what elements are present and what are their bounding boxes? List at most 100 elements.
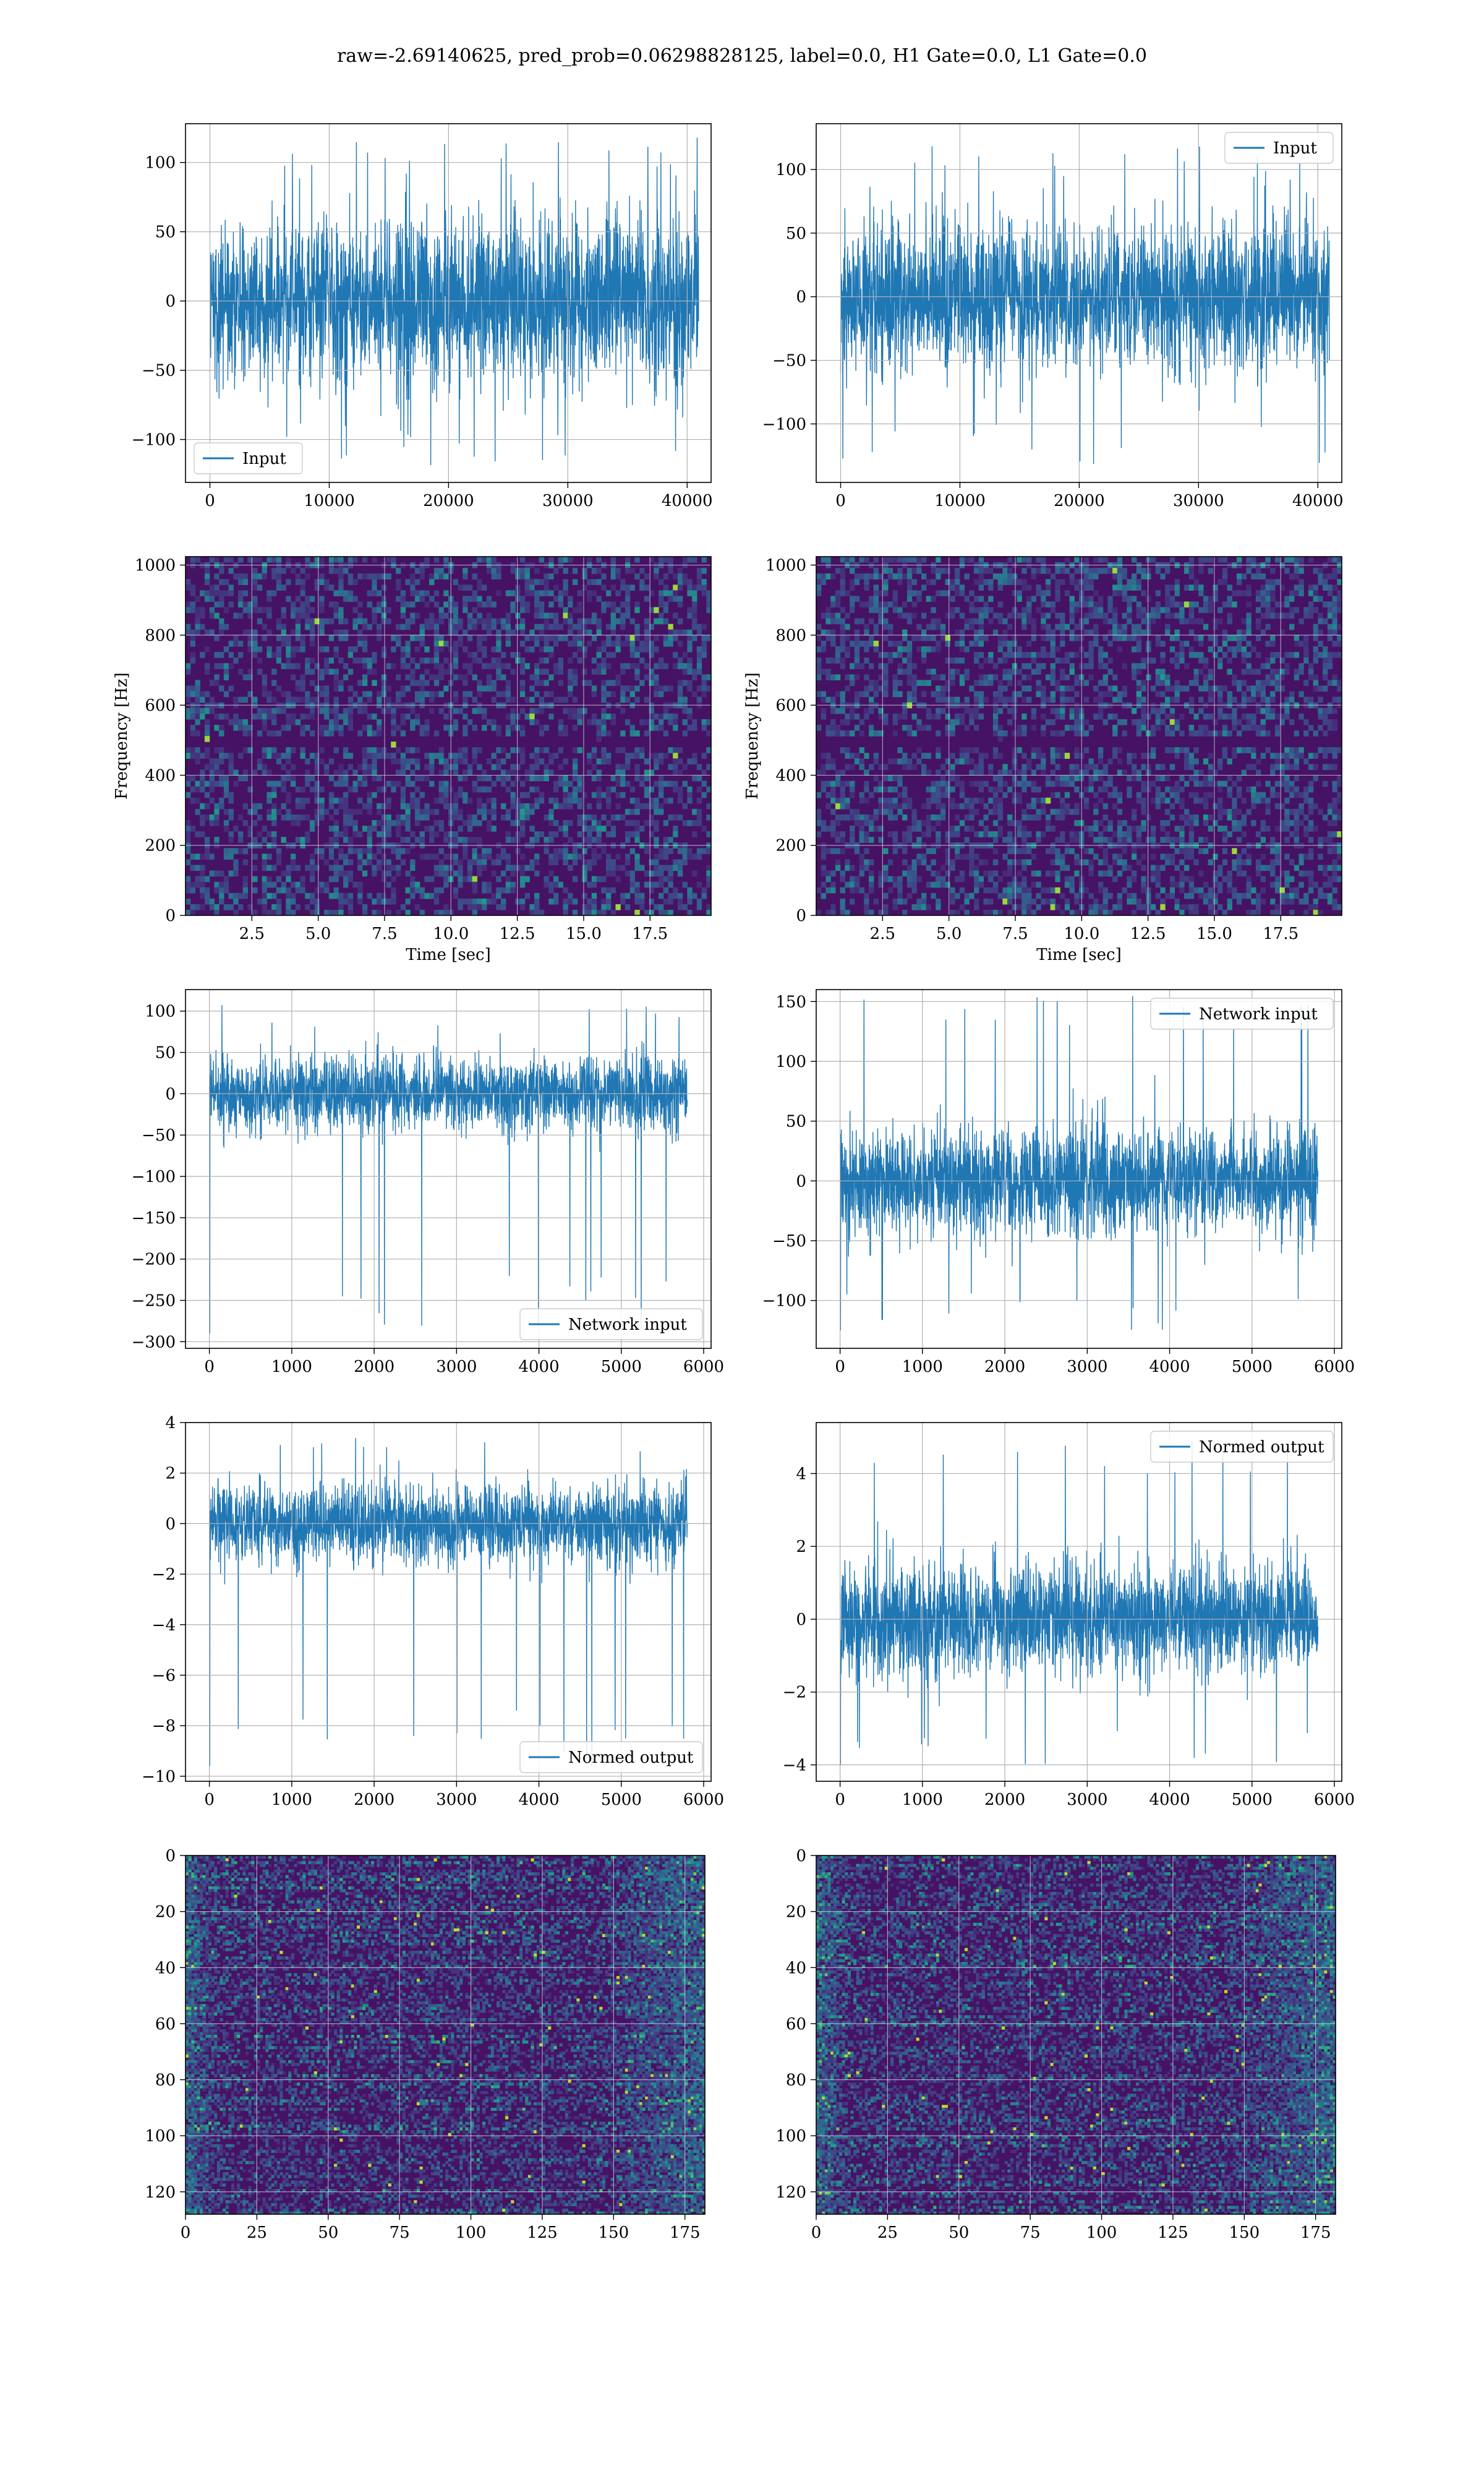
heatmap-cell <box>687 708 693 714</box>
heatmap-cell <box>677 601 683 608</box>
heatmap-cell <box>324 881 330 888</box>
heatmap-cell <box>200 820 205 826</box>
heatmap-cell <box>300 590 305 597</box>
heatmap-cell <box>668 781 673 787</box>
heatmap-cell <box>362 691 368 698</box>
heatmap-cell <box>433 590 440 597</box>
heatmap-cell <box>1294 635 1300 641</box>
heatmap-cell <box>319 808 325 815</box>
heatmap-cell <box>519 730 526 737</box>
heatmap-cell <box>825 724 831 731</box>
heatmap-cell <box>1298 669 1304 675</box>
heatmap-cell <box>1012 730 1018 737</box>
heatmap-cell <box>381 786 387 793</box>
heatmap-cell <box>1255 769 1261 776</box>
heatmap-cell <box>1193 713 1199 720</box>
heatmap-cell <box>519 904 526 910</box>
heatmap-cell <box>1303 635 1309 641</box>
heatmap-cell <box>195 854 200 860</box>
heatmap-cell <box>563 568 568 574</box>
heatmap-cell <box>252 584 258 591</box>
heatmap-cell <box>563 584 568 591</box>
heatmap-cell <box>601 753 607 759</box>
heatmap-cell <box>1208 753 1213 759</box>
heatmap-cell <box>281 781 286 787</box>
heatmap-cell <box>601 691 607 698</box>
heatmap-cell <box>242 820 249 826</box>
heatmap-cell <box>515 623 521 630</box>
heatmap-cell <box>472 573 477 580</box>
heatmap-cell <box>897 607 903 614</box>
heatmap-cell <box>414 837 420 843</box>
heatmap-cell <box>405 758 411 764</box>
heatmap-cell <box>539 747 545 753</box>
heatmap-cell <box>654 573 659 580</box>
heatmap-cell <box>1260 590 1266 597</box>
heatmap-cell <box>501 904 506 910</box>
heatmap-cell <box>701 792 707 798</box>
heatmap-cell <box>1064 753 1070 759</box>
heatmap-cell <box>974 652 979 658</box>
heatmap-cell <box>659 892 664 899</box>
heatmap-cell <box>204 596 210 602</box>
heatmap-cell <box>343 590 349 597</box>
heatmap-cell <box>1198 618 1204 625</box>
heatmap-cell <box>410 781 416 787</box>
heatmap-cell <box>606 859 612 866</box>
heatmap-cell <box>659 781 664 787</box>
heatmap-cell <box>463 775 468 782</box>
heatmap-cell <box>372 909 377 915</box>
heatmap-cell <box>300 568 305 574</box>
heatmap-cell <box>305 607 310 614</box>
heatmap-cell <box>529 769 535 776</box>
heatmap-cell <box>186 663 191 669</box>
heatmap-cell <box>505 629 511 636</box>
heatmap-cell <box>1155 601 1161 608</box>
heatmap-cell <box>1007 708 1013 714</box>
heatmap-cell <box>438 573 444 580</box>
heatmap-cell <box>429 808 435 815</box>
heatmap-cell <box>486 775 492 782</box>
heatmap-cell <box>324 618 330 625</box>
heatmap-cell <box>883 652 889 658</box>
heatmap-cell <box>1088 584 1094 591</box>
heatmap-cell <box>209 870 215 877</box>
heatmap-cell <box>267 781 272 787</box>
heatmap-cell <box>1031 708 1037 714</box>
heatmap-cell <box>1337 596 1342 602</box>
heatmap-cell <box>1323 713 1328 720</box>
heatmap-cell <box>601 730 607 737</box>
heatmap-cell <box>978 713 984 720</box>
heatmap-cell <box>1017 612 1022 619</box>
heatmap-cell <box>286 557 291 563</box>
heatmap-cell <box>634 669 640 675</box>
heatmap-cell <box>357 859 363 866</box>
heatmap-cell <box>328 618 335 625</box>
heatmap-cell <box>1064 685 1070 692</box>
heatmap-cell <box>1327 607 1333 614</box>
heatmap-cell <box>190 657 196 664</box>
heatmap-cell <box>300 612 305 619</box>
heatmap-cell <box>186 898 191 905</box>
heatmap-cell <box>974 747 979 753</box>
heatmap-cell <box>482 808 487 815</box>
heatmap-cell <box>615 607 621 614</box>
heatmap-cell <box>305 865 310 871</box>
heatmap-cell <box>945 713 950 720</box>
heatmap-cell <box>496 854 501 860</box>
heatmap-cell <box>1174 680 1180 687</box>
heatmap-cell <box>1274 764 1281 770</box>
heatmap-cell <box>267 909 272 915</box>
heatmap-cell <box>381 753 387 759</box>
heatmap-cell <box>319 623 325 630</box>
heatmap-cell <box>524 892 530 899</box>
heatmap-cell <box>186 629 191 636</box>
heatmap-cell <box>864 579 869 585</box>
heatmap-cell <box>577 713 582 720</box>
heatmap-cell <box>969 747 974 753</box>
heatmap-cell <box>247 646 253 653</box>
heatmap-cell <box>1260 680 1266 687</box>
heatmap-cell <box>295 820 301 826</box>
heatmap-cell <box>519 663 526 669</box>
heatmap-cell <box>396 691 401 698</box>
